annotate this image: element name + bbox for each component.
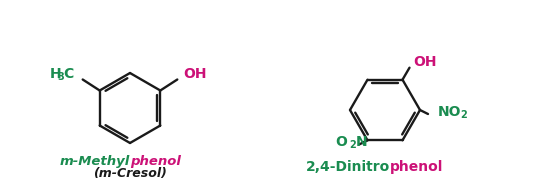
Text: C: C [63,67,74,82]
Text: 2: 2 [460,110,467,120]
Text: OH: OH [183,67,207,82]
Text: phenol: phenol [130,155,181,169]
Text: 3: 3 [58,72,65,82]
Text: phenol: phenol [390,160,443,174]
Text: 2,4-Dinitro: 2,4-Dinitro [306,160,390,174]
Text: OH: OH [414,55,437,69]
Text: H: H [49,67,61,82]
Text: NO: NO [438,105,462,119]
Text: N: N [356,135,367,149]
Text: (m-Cresol): (m-Cresol) [93,168,167,180]
Text: m-Methyl: m-Methyl [60,155,130,169]
Text: 2: 2 [350,140,356,150]
Text: O: O [336,135,348,149]
